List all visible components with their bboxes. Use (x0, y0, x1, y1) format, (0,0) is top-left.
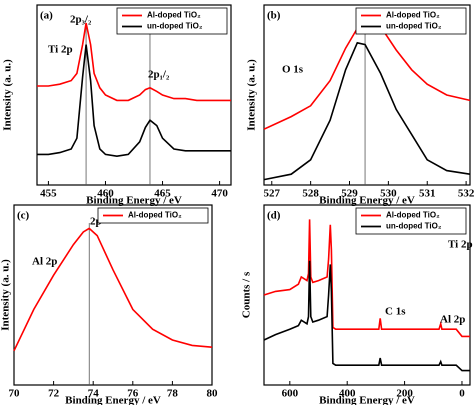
y-axis-label: Counts / s (241, 271, 253, 318)
plot-frame (263, 4, 471, 186)
data-line (263, 41, 471, 181)
annotation: C 1s (385, 306, 406, 318)
x-tick-label: 78 (167, 388, 179, 400)
x-tick-label: 70 (9, 388, 21, 400)
data-line (37, 44, 231, 158)
x-tick-label: 72 (48, 388, 60, 400)
x-tick-label: 465 (154, 188, 171, 200)
legend-box (116, 7, 228, 35)
annotation: Al 2p (440, 314, 465, 326)
legend-label: Al-doped TiO₂ (147, 11, 201, 20)
panel: 600 400 200 0 Binding Energy / eV Counts / s (… (241, 204, 473, 405)
x-tick-label: 400 (339, 388, 356, 400)
x-tick-label: 529 (341, 188, 358, 200)
annotation: Ti 2p (48, 44, 73, 56)
x-tick-label: 530 (380, 188, 397, 200)
legend-label: un-doped TiO₂ (386, 222, 442, 231)
annotation: 2p (90, 216, 102, 228)
annotation: Ti 2p (448, 239, 473, 251)
panel-label: (c) (17, 210, 30, 222)
x-tick-label: 528 (302, 188, 319, 200)
x-axis-label: Binding Energy / eV (65, 395, 161, 405)
data-line (13, 227, 213, 352)
x-tick-label: 455 (40, 188, 57, 200)
x-tick-label: 531 (419, 188, 436, 200)
panel: 455 460 465 470 Binding Energy / eV Intensity… (2, 4, 232, 207)
annotation: 2p₁/₂ (148, 69, 170, 81)
x-axis-label: Binding Energy / eV (319, 195, 415, 207)
x-tick-label: 76 (127, 388, 139, 400)
panel-label: (b) (267, 10, 281, 22)
legend-box (97, 207, 209, 224)
data-line (263, 260, 470, 372)
x-tick-label: 470 (211, 188, 228, 200)
x-axis-label: Binding Energy / eV (319, 395, 415, 405)
x-tick-label: 74 (88, 388, 100, 400)
x-tick-label: 527 (264, 188, 281, 200)
annotation: Al 2p (32, 256, 57, 268)
x-tick-label: 600 (282, 388, 299, 400)
annotation: O 1s (282, 64, 304, 76)
x-tick-label: 460 (97, 188, 114, 200)
legend-label: Al-doped TiO₂ (386, 11, 440, 20)
data-line (263, 219, 470, 338)
y-axis-label: Intensity (a. u.) (2, 59, 14, 131)
legend-label: un-doped TiO₂ (386, 22, 442, 31)
plot-frame (13, 204, 213, 386)
legend-box (355, 7, 467, 35)
data-line (37, 22, 231, 102)
plot-frame (36, 4, 232, 186)
x-tick-label: 200 (396, 388, 413, 400)
annotation: 2p₃/₂ (70, 14, 92, 26)
legend-box (355, 207, 467, 235)
legend-label: un-doped TiO₂ (147, 22, 203, 31)
legend-label: Al-doped TiO₂ (386, 211, 440, 220)
x-tick-label: 0 (459, 388, 465, 400)
panel: 527 528 529 530 531 532 Binding Energy / eV Int… (246, 4, 474, 207)
panel: 70 72 74 76 78 80 Binding Energy / eV Intensity… (0, 204, 219, 405)
panel-label: (d) (267, 210, 281, 222)
panel-label: (a) (40, 10, 53, 22)
legend-label: Al-doped TiO₂ (128, 211, 182, 220)
x-tick-label: 80 (207, 388, 219, 400)
x-tick-label: 532 (458, 188, 474, 200)
y-axis-label: Intensity (a. u.) (0, 259, 12, 331)
x-axis-label: Binding Energy / eV (86, 195, 182, 207)
y-axis-label: Intensity (a. u.) (246, 59, 258, 131)
